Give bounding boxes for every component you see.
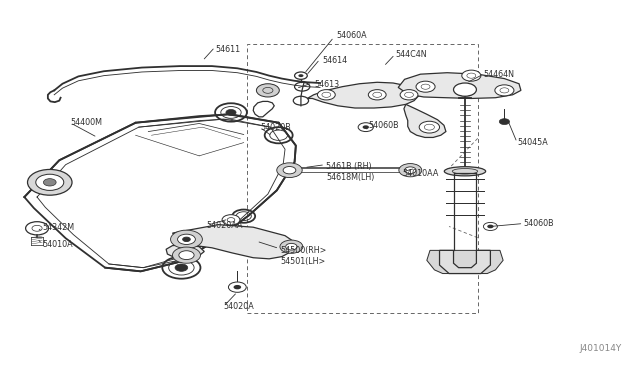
- Text: 54613: 54613: [314, 80, 339, 89]
- Circle shape: [358, 123, 373, 132]
- Circle shape: [182, 237, 190, 241]
- Circle shape: [44, 179, 56, 186]
- Polygon shape: [307, 82, 419, 108]
- Polygon shape: [166, 225, 296, 259]
- Circle shape: [495, 85, 514, 96]
- Circle shape: [28, 170, 72, 195]
- Text: 54611: 54611: [215, 45, 240, 54]
- Text: 54500(RH>: 54500(RH>: [280, 246, 327, 254]
- Circle shape: [283, 167, 296, 174]
- Circle shape: [228, 282, 246, 292]
- Circle shape: [234, 285, 241, 289]
- Circle shape: [462, 70, 481, 81]
- Text: 54618M(LH): 54618M(LH): [326, 173, 375, 182]
- Text: 54501(LH>: 54501(LH>: [280, 257, 326, 266]
- Circle shape: [280, 240, 303, 253]
- Circle shape: [363, 125, 369, 129]
- Circle shape: [26, 222, 49, 235]
- Circle shape: [36, 174, 64, 190]
- Circle shape: [257, 84, 279, 97]
- Text: 54060A: 54060A: [336, 31, 367, 40]
- Circle shape: [454, 83, 476, 96]
- Circle shape: [173, 247, 200, 263]
- Circle shape: [298, 74, 303, 77]
- Circle shape: [404, 167, 416, 173]
- Circle shape: [483, 222, 497, 231]
- Circle shape: [179, 251, 194, 260]
- Circle shape: [317, 90, 335, 100]
- Polygon shape: [404, 104, 446, 137]
- Circle shape: [499, 119, 509, 125]
- Circle shape: [276, 163, 302, 177]
- Circle shape: [222, 215, 240, 225]
- Circle shape: [419, 121, 440, 133]
- Text: 54060B: 54060B: [524, 219, 554, 228]
- Circle shape: [175, 264, 188, 271]
- Circle shape: [400, 90, 418, 100]
- Text: 5461B (RH): 5461B (RH): [326, 162, 372, 171]
- Bar: [247, 44, 477, 313]
- Polygon shape: [440, 250, 490, 273]
- Circle shape: [416, 81, 435, 92]
- Text: 54020A: 54020A: [223, 302, 254, 311]
- Circle shape: [171, 230, 202, 248]
- Circle shape: [399, 164, 422, 177]
- Text: 54342M: 54342M: [42, 223, 74, 232]
- Text: 54614: 54614: [322, 57, 347, 65]
- Text: 54060B: 54060B: [369, 121, 399, 130]
- Text: 54464N: 54464N: [483, 70, 515, 79]
- Ellipse shape: [444, 167, 486, 176]
- Text: 54010AA: 54010AA: [403, 169, 439, 177]
- Text: 54020AA: 54020AA: [207, 221, 243, 230]
- Text: 54045A: 54045A: [517, 138, 548, 147]
- Polygon shape: [398, 73, 521, 99]
- Circle shape: [487, 225, 493, 228]
- Text: 54020B: 54020B: [260, 123, 291, 132]
- Text: 54010A: 54010A: [42, 240, 73, 248]
- Polygon shape: [427, 250, 503, 273]
- Text: 544C4N: 544C4N: [395, 50, 427, 59]
- Circle shape: [285, 243, 297, 250]
- Circle shape: [177, 234, 195, 244]
- Circle shape: [294, 72, 307, 79]
- Circle shape: [44, 179, 56, 186]
- Text: J401014Y: J401014Y: [580, 344, 622, 353]
- Text: 54400M: 54400M: [70, 118, 102, 127]
- Circle shape: [226, 109, 236, 115]
- Circle shape: [369, 90, 386, 100]
